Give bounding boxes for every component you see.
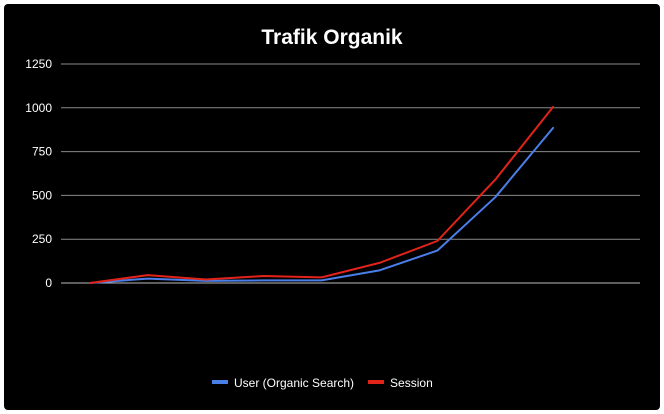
chart-container: Trafik Organik 0 250 500 750 1000 1250 User (… [4,4,660,410]
y-axis-ticks: 0 250 500 750 1000 1250 [25,57,52,290]
y-tick-label-1000: 1000 [25,101,52,115]
legend: User (Organic Search) Session [212,376,433,390]
y-tick-label-250: 250 [32,232,52,246]
series-line-2 [89,105,555,284]
line-chart: Trafik Organik 0 250 500 750 1000 1250 User (… [25,26,640,390]
legend-label-1: User (Organic Search) [234,376,354,390]
legend-swatch-1 [212,380,228,384]
y-tick-label-1250: 1250 [25,57,52,71]
series-line-1 [89,126,555,284]
series-lines [89,105,555,284]
y-tick-label-750: 750 [32,145,52,159]
y-tick-label-500: 500 [32,188,52,202]
legend-swatch-2 [368,380,385,384]
gridlines [61,63,640,284]
legend-label-2: Session [390,376,433,390]
chart-title: Trafik Organik [261,26,403,49]
y-tick-label-0: 0 [45,276,52,290]
